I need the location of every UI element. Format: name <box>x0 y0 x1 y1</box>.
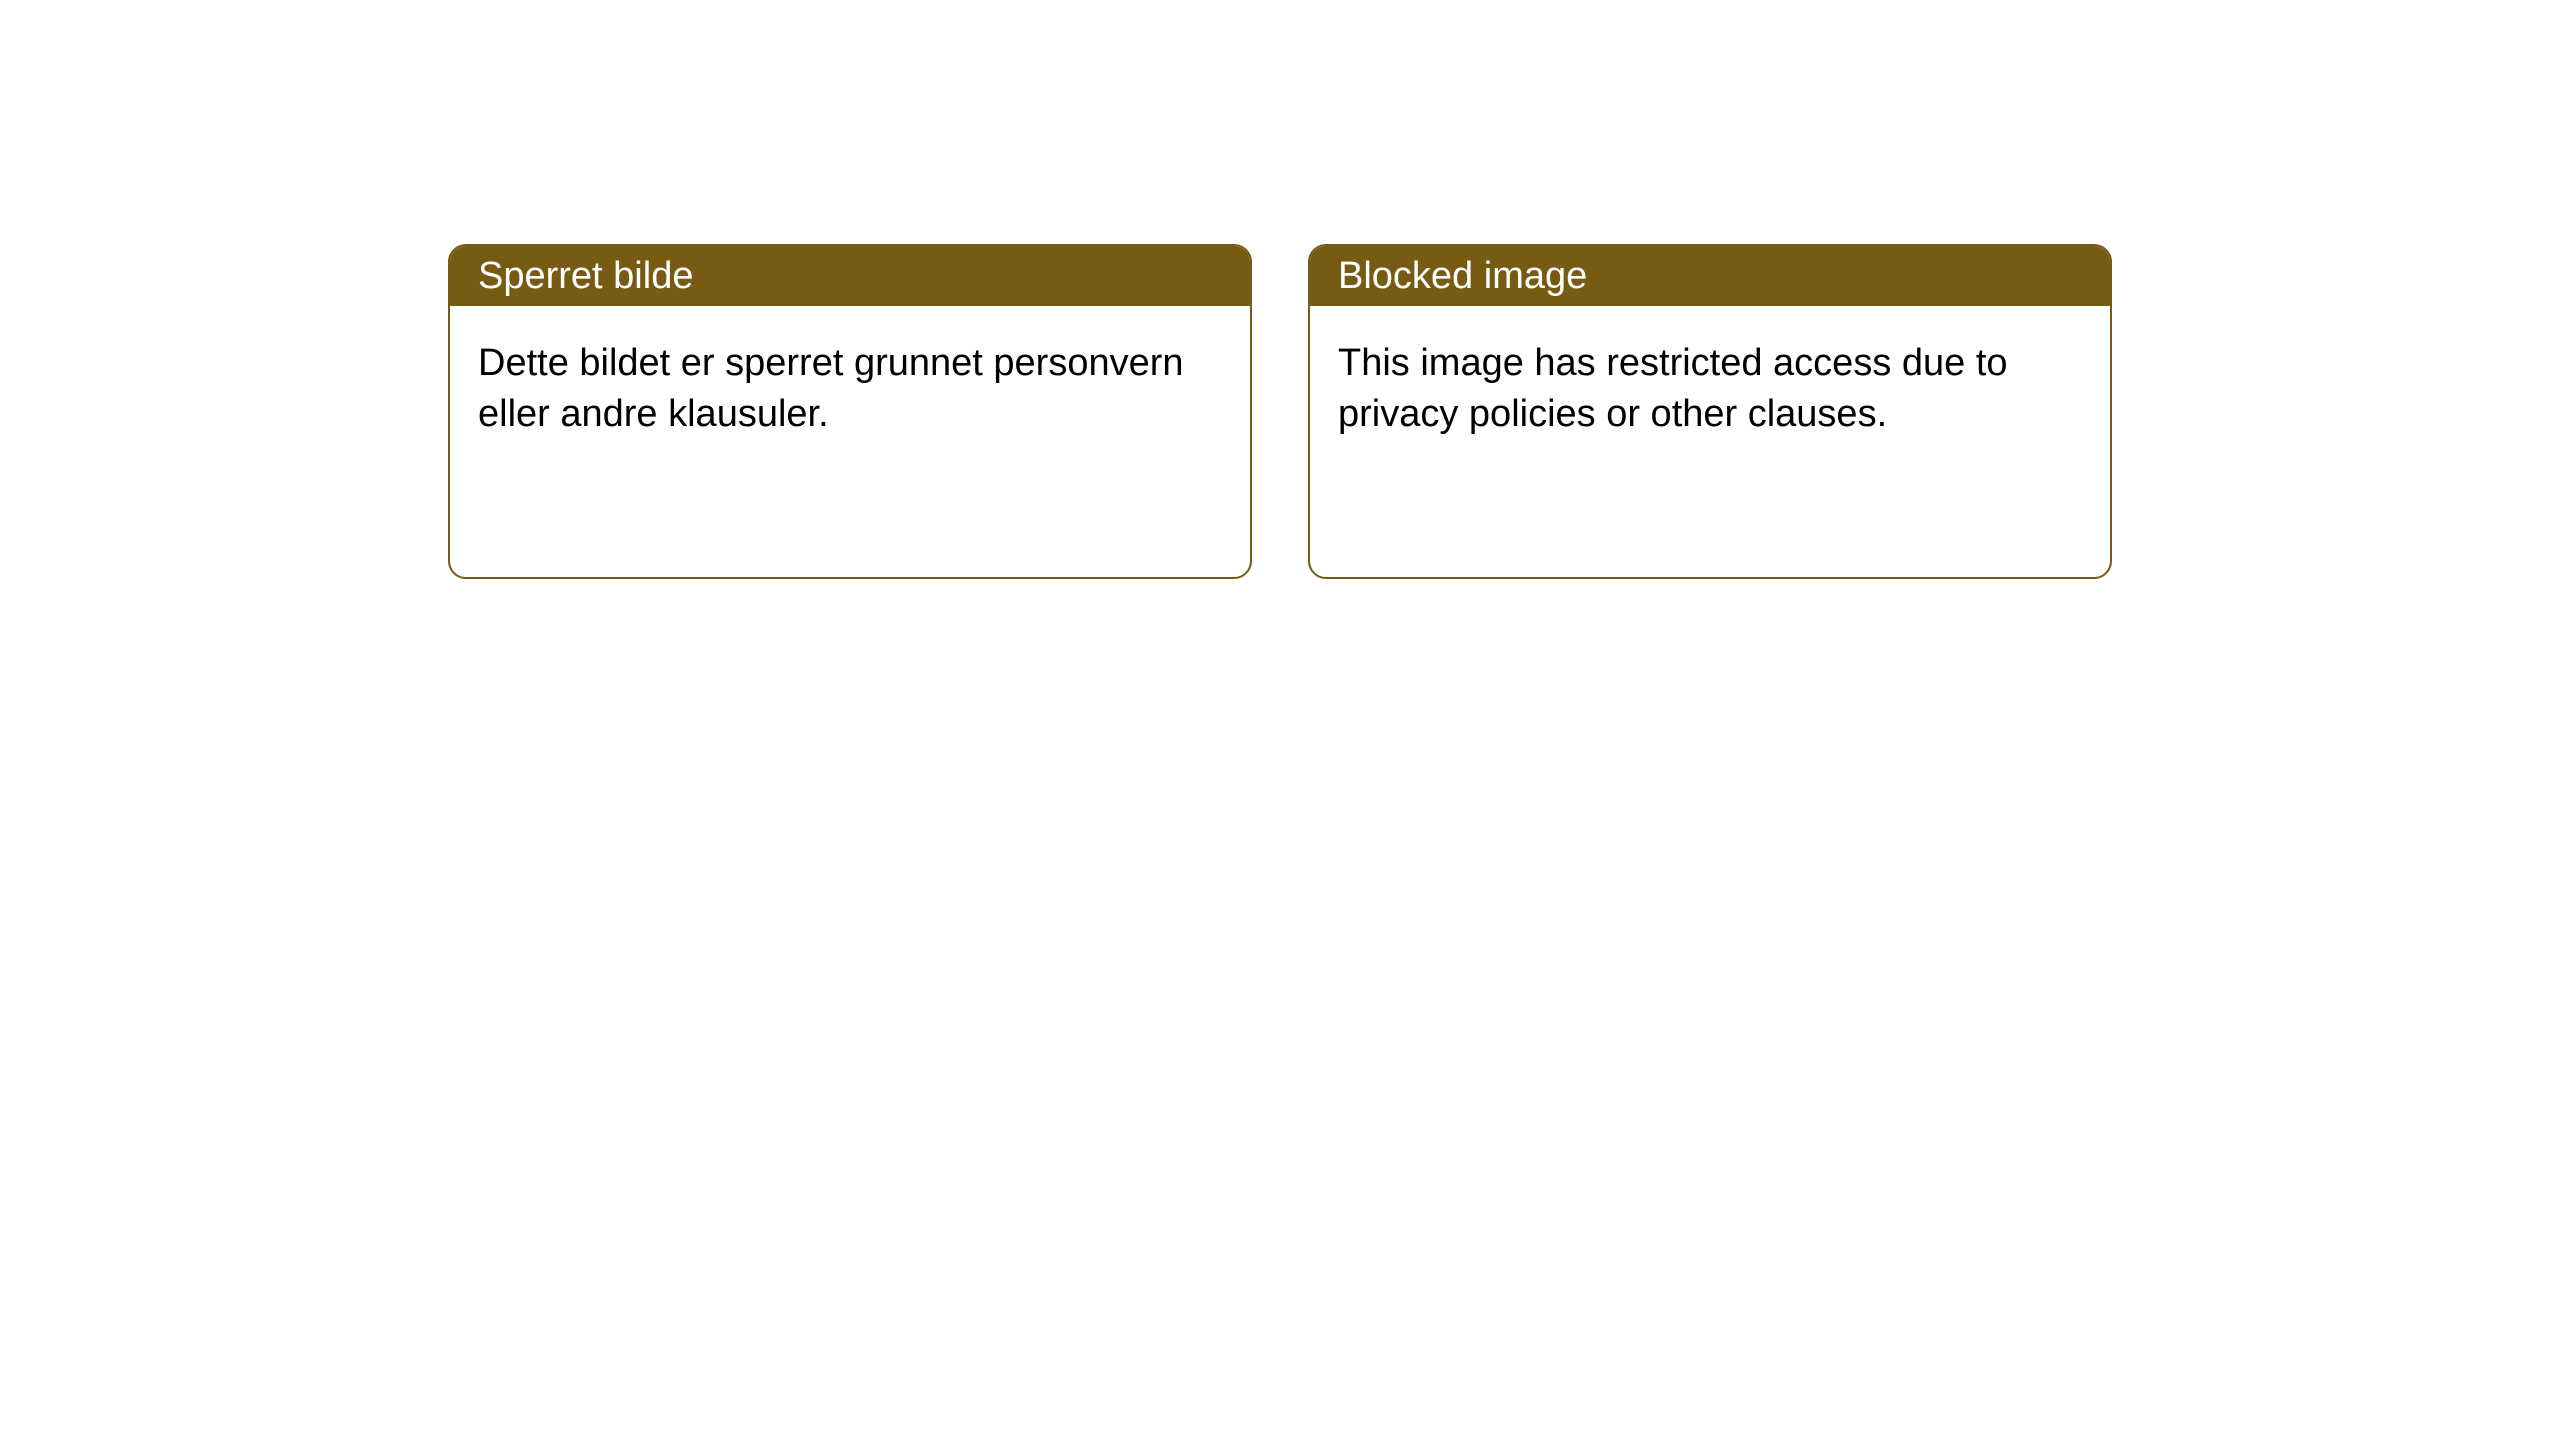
card-header: Blocked image <box>1310 246 2110 306</box>
cards-container: Sperret bilde Dette bildet er sperret gr… <box>0 0 2560 579</box>
card-title: Sperret bilde <box>478 255 693 298</box>
blocked-image-card-no: Sperret bilde Dette bildet er sperret gr… <box>448 244 1252 579</box>
card-body-text: Dette bildet er sperret grunnet personve… <box>478 342 1184 435</box>
card-title: Blocked image <box>1338 255 1587 298</box>
card-body: Dette bildet er sperret grunnet personve… <box>450 306 1250 473</box>
card-header: Sperret bilde <box>450 246 1250 306</box>
card-body-text: This image has restricted access due to … <box>1338 342 2008 435</box>
card-body: This image has restricted access due to … <box>1310 306 2110 473</box>
blocked-image-card-en: Blocked image This image has restricted … <box>1308 244 2112 579</box>
